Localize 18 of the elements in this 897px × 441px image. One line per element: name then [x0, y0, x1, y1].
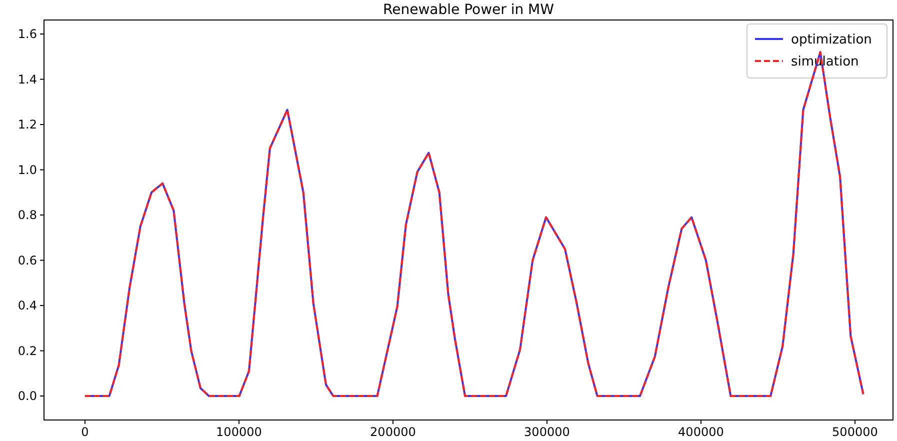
y-tick-label: 1.4: [18, 72, 37, 86]
x-tick-label: 300000: [524, 425, 570, 439]
y-tick-label: 0.2: [18, 344, 37, 358]
x-tick-label: 200000: [370, 425, 416, 439]
x-tick-label: 500000: [832, 425, 878, 439]
y-tick-label: 0.8: [18, 208, 37, 222]
y-tick-label: 1.2: [18, 118, 37, 132]
y-tick-label: 1.0: [18, 162, 37, 177]
line-series: [84, 51, 864, 398]
legend-label: optimization: [791, 32, 872, 48]
y-tick-label: 0.0: [18, 389, 37, 404]
y-tick-label: 0.4: [18, 298, 37, 313]
x-tick-label: 100000: [216, 425, 262, 439]
chart-title: Renewable Power in MW: [383, 2, 554, 18]
y-tick-label: 0.6: [18, 253, 37, 268]
x-tick-label: 400000: [678, 425, 724, 439]
y-tick-label: 1.6: [18, 27, 37, 42]
x-tick-label: 0: [81, 425, 89, 439]
